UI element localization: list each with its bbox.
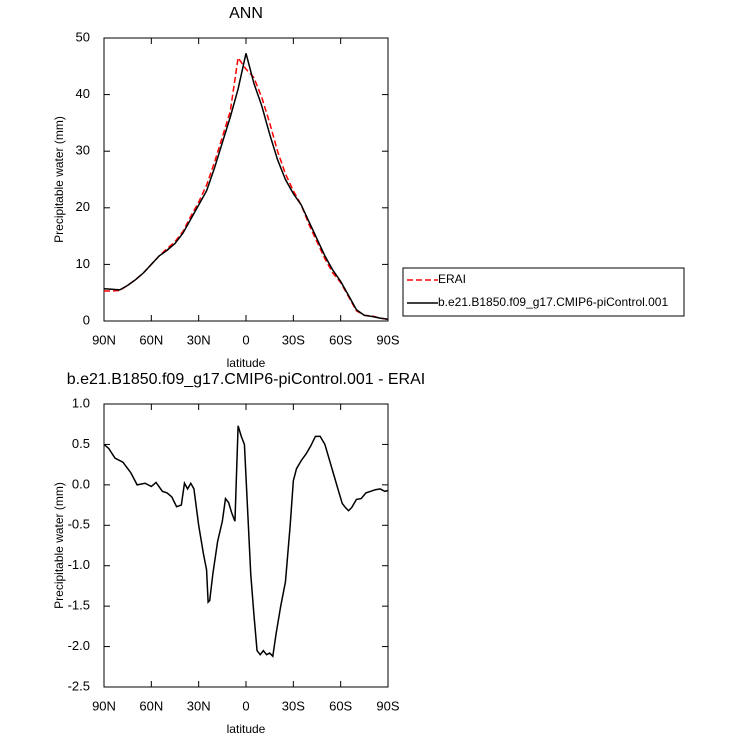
x-axis-label: latitude — [227, 356, 266, 370]
x-axis-label: latitude — [227, 722, 266, 736]
y-tick-label: 40 — [76, 86, 90, 101]
y-tick-label: 1.0 — [72, 395, 90, 410]
y-tick-label: 10 — [76, 256, 90, 271]
x-tick-label: 90N — [92, 698, 116, 713]
data-line — [104, 55, 389, 321]
y-tick-label: -1.0 — [68, 557, 90, 572]
x-tick-label: 0 — [242, 698, 249, 713]
y-tick-label: -2.5 — [68, 678, 90, 693]
data-line — [103, 53, 389, 321]
chart-title: ANN — [229, 5, 263, 22]
y-tick-label: 30 — [76, 143, 90, 158]
legend-frame — [402, 267, 685, 317]
x-tick-label: 0 — [242, 332, 249, 347]
x-tick-label: 60N — [139, 332, 163, 347]
y-tick-label: 0.0 — [72, 476, 90, 491]
x-tick-label: 90S — [376, 332, 399, 347]
y-tick-label: 20 — [76, 199, 90, 214]
data-line — [103, 425, 389, 658]
plot-frame — [103, 37, 389, 322]
x-tick-label: 60S — [329, 332, 352, 347]
x-tick-label: 90N — [92, 332, 116, 347]
chart-title: b.e21.B1850.f09_g17.CMIP6-piControl.001 … — [67, 371, 425, 388]
x-tick-label: 30N — [187, 332, 211, 347]
x-tick-label: 30S — [282, 698, 305, 713]
x-tick-label: 90S — [376, 698, 399, 713]
y-tick-label: -2.0 — [68, 638, 90, 653]
legend-label: b.e21.B1850.f09_g17.CMIP6-piControl.001 — [438, 295, 668, 309]
y-tick-label: 0.5 — [72, 436, 90, 451]
x-tick-label: 30S — [282, 332, 305, 347]
y-tick-label: 50 — [76, 29, 90, 44]
plot-frame — [103, 403, 389, 688]
legend-label: ERAI — [438, 272, 466, 286]
y-axis-label: Precipitable water (mm) — [52, 116, 66, 243]
y-tick-label: -1.5 — [68, 598, 90, 613]
x-tick-label: 60S — [329, 698, 352, 713]
x-tick-label: 30N — [187, 698, 211, 713]
x-tick-label: 60N — [139, 698, 163, 713]
y-axis-label: Precipitable water (mm) — [52, 482, 66, 609]
y-tick-label: -0.5 — [68, 517, 90, 532]
y-tick-label: 0 — [83, 312, 90, 327]
